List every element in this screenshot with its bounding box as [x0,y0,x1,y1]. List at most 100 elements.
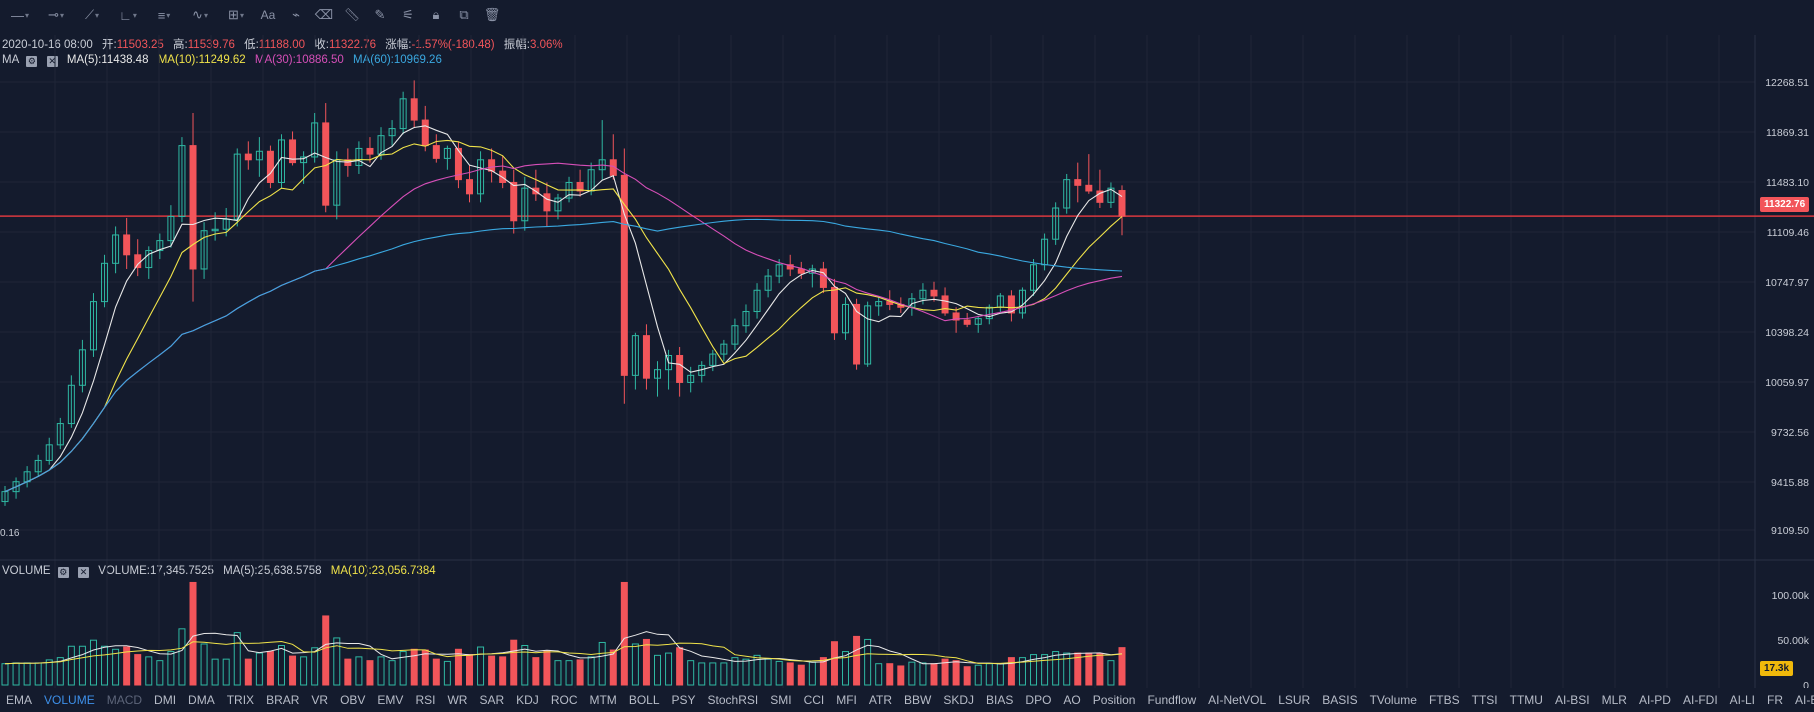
sliders-icon[interactable]: ⚟ [402,7,414,22]
indicator-tab-sar[interactable]: SAR [479,693,505,707]
volume-bar [642,638,650,686]
indicator-tab-dmi[interactable]: DMI [154,693,177,707]
wave-icon[interactable]: ∿ ▾ [192,7,208,22]
indicator-tab-atr[interactable]: ATR [868,693,893,707]
indicator-tab-stochrsi[interactable]: StochRSI [707,693,759,707]
volume-bar [123,646,131,686]
magnet-icon[interactable]: ⌁ [292,7,300,22]
indicator-tab-mfi[interactable]: MFI [836,693,857,707]
volume-bar [731,657,739,686]
indicator-tab-ai-bst[interactable]: AI-BST [1795,693,1814,707]
indicator-tabs: EMA VOLUME MACD DMI DMA TRIX BRAR VR OBV EMV RSI WR… [0,688,1814,712]
indicator-tab-brar[interactable]: BRAR [266,693,300,707]
candlestick-chart[interactable]: 12268.51 11869.31 11483.10 11109.46 10747.97… [0,0,1814,688]
indicator-tab-lsur[interactable]: LSUR [1278,693,1311,707]
indicator-tab-fundflow[interactable]: Fundflow [1147,693,1197,707]
candle-body [1007,295,1015,314]
volume-bar [654,654,662,686]
volume-bar [454,648,462,686]
indicator-tab-rsi[interactable]: RSI [415,693,436,707]
indicator-tab-basis[interactable]: BASIS [1322,693,1358,707]
indicator-tab-mtm[interactable]: MTM [589,693,617,707]
indicator-tab-position[interactable]: Position [1092,693,1136,707]
price-tick-label: 10059.97 [1765,377,1809,389]
copy-icon[interactable]: ⧉ [459,7,469,22]
brush-icon[interactable]: ✎ [374,7,386,22]
candle-body [123,234,131,256]
candle-body [300,156,308,164]
candle-body [930,289,938,297]
volume-bar [543,650,551,686]
candle-body [488,159,496,172]
fib-lines-icon[interactable]: ≡ ▾ [157,7,171,23]
indicator-tab-bbw[interactable]: BBW [904,693,932,707]
angle-line-icon[interactable]: ∟ ▾ [119,7,137,23]
indicator-tab-ttmu[interactable]: TTMU [1509,693,1543,707]
volume-bar [410,648,418,686]
trend-line-icon[interactable]: ⟋ ▾ [84,7,100,22]
indicator-tab-wr[interactable]: WR [447,693,468,707]
volume-close-icon[interactable]: ✕ [77,567,89,578]
indicator-tab-ai-pd[interactable]: AI-PD [1638,693,1671,707]
candle-body [709,353,717,366]
indicator-tab-ai-bsi[interactable]: AI-BSI [1554,693,1590,707]
indicator-tab-ai-li[interactable]: AI-LI [1729,693,1755,707]
candle-body [454,147,462,181]
indicator-tab-trix[interactable]: TRIX [226,693,255,707]
indicator-tab-dma[interactable]: DMA [188,693,215,707]
indicator-tab-ttsi[interactable]: TTSI [1471,693,1498,707]
indicator-tab-ai-netvol[interactable]: AI-NetVOL [1208,693,1267,707]
eraser-icon[interactable]: ⌫ [314,7,334,22]
candle-body [477,159,485,195]
volume-bar [1030,654,1038,686]
indicator-tab-ftbs[interactable]: FTBS [1428,693,1460,707]
text-tool-icon[interactable]: Aa [260,8,276,22]
volume-settings-icon[interactable]: ⚙ [57,567,69,578]
indicator-tab-dpo[interactable]: DPO [1025,693,1052,707]
volume-bar [465,654,473,686]
volume-tick-label: 0 [1803,680,1809,688]
volume-bar [1063,652,1071,686]
grid-add-icon[interactable]: ⊞ ▾ [228,7,244,22]
indicator-tab-smi[interactable]: SMI [770,693,792,707]
indicator-tab-ao[interactable]: AO [1063,693,1081,707]
volume-bar [974,664,982,686]
ray-line-icon[interactable]: ⊸ ▾ [48,7,64,22]
candle-body [842,303,850,334]
indicator-tab-skdj[interactable]: SKDJ [943,693,975,707]
candle-body [45,444,53,461]
indicator-tab-vr[interactable]: VR [311,693,329,707]
close-icon[interactable]: ✕ [46,56,58,67]
volume-bar [1,663,9,686]
indicator-tab-macd[interactable]: MACD [106,693,143,707]
horizontal-line-icon[interactable]: ― ▾ [10,7,29,23]
indicator-tab-ema[interactable]: EMA [6,693,33,707]
volume-bar [930,663,938,686]
indicator-tab-boll[interactable]: BOLL [628,693,660,707]
candle-body [101,262,109,303]
indicator-tab-fr[interactable]: FR [1767,693,1783,707]
indicator-tab-obv[interactable]: OBV [340,693,366,707]
indicator-tab-psy[interactable]: PSY [671,693,696,707]
indicator-tab-tvolume[interactable]: TVolume [1369,693,1417,707]
candle-body [421,119,429,147]
indicator-tab-kdj[interactable]: KDJ [516,693,539,707]
indicator-tab-roc[interactable]: ROC [550,693,578,707]
trash-icon[interactable]: 🗑︎ [483,7,501,22]
candle-body [200,230,208,270]
volume-bar [676,647,684,686]
volume-bar [200,643,208,686]
indicator-tab-volume[interactable]: VOLUME [44,693,95,707]
volume-bar [377,656,385,686]
ruler-icon[interactable]: 📏︎ [343,7,361,22]
indicator-tab-mlr[interactable]: MLR [1601,693,1627,707]
candle-body [775,264,783,277]
indicator-tab-ai-fdi[interactable]: AI-FDI [1682,693,1718,707]
indicator-tab-emv[interactable]: EMV [377,693,404,707]
indicator-tab-bias[interactable]: BIAS [986,693,1014,707]
indicator-tab-cci[interactable]: CCI [803,693,825,707]
volume-bar [366,660,374,686]
candle-body [78,349,86,386]
lock-icon[interactable]: 🔒︎ [432,7,440,22]
settings-icon[interactable]: ⚙ [26,56,38,67]
